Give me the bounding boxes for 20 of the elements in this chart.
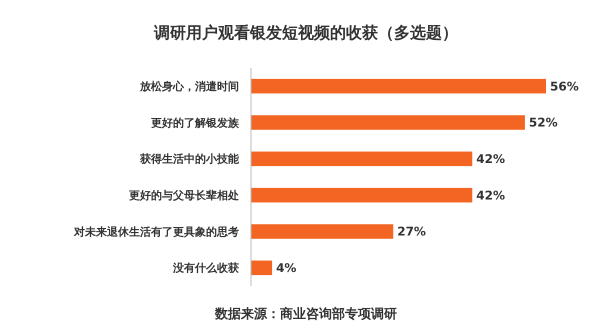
y-tick-label: 没有什么收获 — [172, 262, 239, 275]
bar — [251, 78, 546, 94]
bar — [251, 260, 272, 276]
y-tick-label: 更好的了解银发族 — [151, 116, 240, 130]
source-note: 数据来源：商业咨询部专项调研 — [214, 306, 397, 322]
bar — [251, 224, 394, 239]
data-label: 42% — [476, 188, 505, 202]
y-tick-label: 对未来退休生活有了更具象的思考 — [73, 225, 239, 238]
bar — [251, 188, 472, 202]
data-label: 27% — [397, 224, 426, 239]
y-tick-label: 获得生活中的小技能 — [139, 152, 240, 166]
data-label: 52% — [528, 116, 558, 130]
chart-title: 调研用户观看银发短视频的收获（多选题） — [153, 23, 458, 42]
data-label: 4% — [276, 261, 296, 276]
data-label: 56% — [550, 79, 579, 94]
bar — [251, 152, 472, 166]
data-label: 42% — [476, 152, 505, 166]
y-tick-label: 放松身心，消遣时间 — [139, 80, 239, 94]
bar — [251, 115, 525, 130]
y-tick-label: 更好的与父母长辈相处 — [129, 189, 239, 202]
